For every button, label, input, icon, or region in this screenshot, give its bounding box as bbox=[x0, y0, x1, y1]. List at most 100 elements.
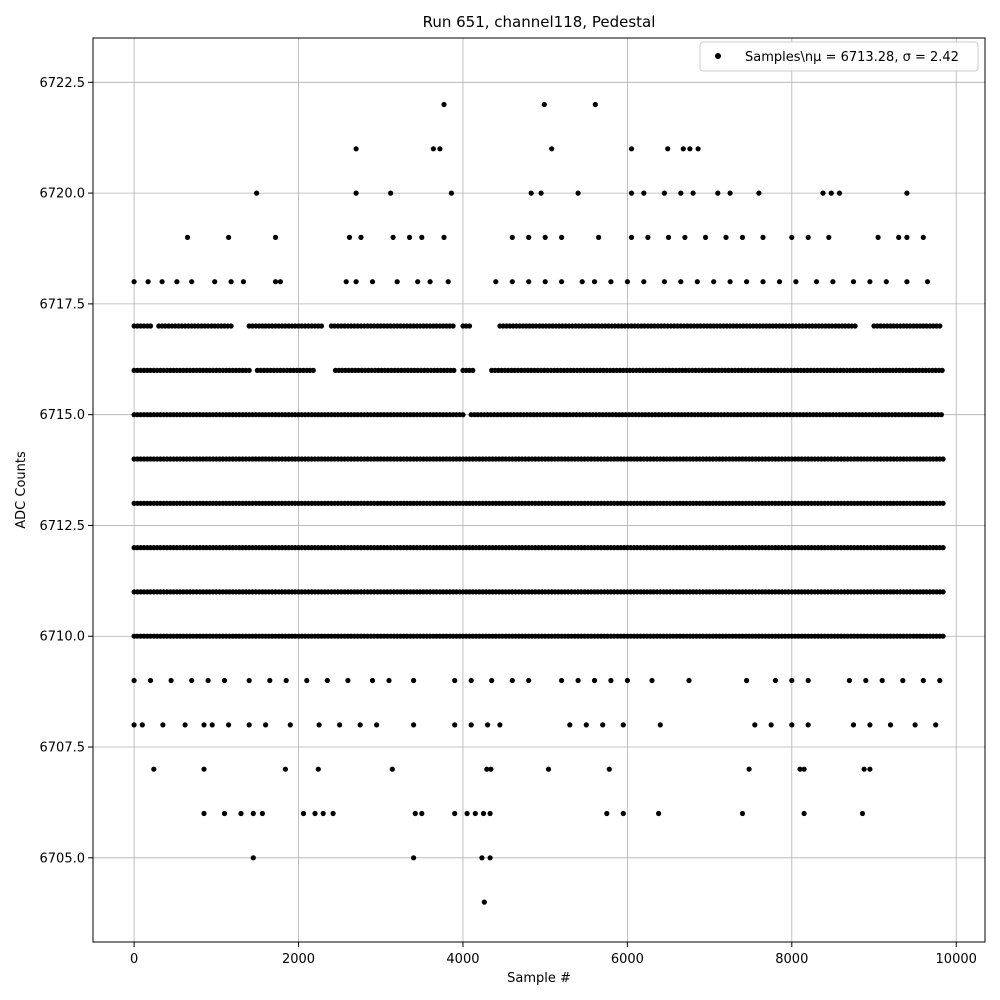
data-point bbox=[272, 279, 279, 285]
data-point bbox=[353, 279, 359, 285]
data-point bbox=[250, 810, 256, 817]
data-point bbox=[320, 810, 326, 817]
data-point bbox=[591, 279, 598, 285]
data-point bbox=[900, 677, 906, 684]
data-point bbox=[541, 101, 547, 108]
x-axis-label: Sample # bbox=[507, 971, 571, 986]
data-point bbox=[624, 279, 631, 285]
data-point bbox=[497, 722, 503, 728]
data-point bbox=[867, 279, 873, 285]
data-point bbox=[159, 279, 165, 285]
data-point bbox=[896, 234, 902, 240]
data-point bbox=[287, 722, 293, 728]
chart-title: Run 651, channel118, Pedestal bbox=[423, 13, 656, 31]
data-point bbox=[488, 766, 494, 772]
x-tick-label: 10000 bbox=[936, 952, 977, 967]
data-point bbox=[789, 722, 795, 728]
data-point bbox=[468, 722, 474, 728]
data-point bbox=[604, 810, 610, 817]
data-point bbox=[801, 766, 807, 772]
data-point bbox=[559, 234, 565, 240]
data-point bbox=[131, 722, 137, 728]
data-point bbox=[246, 367, 252, 373]
data-point bbox=[346, 234, 353, 240]
data-point bbox=[850, 722, 857, 728]
data-point bbox=[201, 810, 207, 817]
data-point bbox=[542, 279, 548, 285]
x-tick-label: 8000 bbox=[775, 952, 808, 967]
data-point bbox=[509, 677, 515, 684]
data-point bbox=[680, 146, 686, 152]
data-point bbox=[694, 279, 700, 285]
data-point bbox=[526, 234, 532, 240]
data-point bbox=[460, 412, 466, 418]
data-point bbox=[620, 810, 626, 817]
data-point bbox=[386, 677, 392, 684]
data-point bbox=[411, 855, 417, 861]
y-tick-label: 6717.5 bbox=[40, 297, 86, 312]
data-point bbox=[863, 677, 869, 684]
data-point bbox=[481, 899, 487, 905]
x-tick-label: 6000 bbox=[611, 952, 644, 967]
data-point bbox=[390, 234, 396, 240]
data-point bbox=[940, 633, 946, 639]
data-point bbox=[940, 545, 946, 551]
data-point bbox=[649, 677, 655, 684]
data-point bbox=[343, 279, 349, 285]
x-axis-ticks: 0 2000 4000 6000 8000 10000 bbox=[130, 942, 977, 967]
data-point bbox=[776, 279, 783, 285]
data-point bbox=[174, 279, 180, 285]
data-point bbox=[579, 279, 585, 285]
data-point bbox=[160, 722, 166, 728]
data-point bbox=[427, 279, 433, 285]
data-point bbox=[830, 279, 836, 285]
data-point bbox=[859, 810, 866, 817]
data-point bbox=[184, 234, 191, 240]
data-point bbox=[479, 855, 485, 861]
data-point bbox=[545, 766, 552, 772]
data-point bbox=[820, 190, 826, 196]
y-tick-label: 6710.0 bbox=[40, 630, 86, 645]
data-point bbox=[212, 279, 218, 285]
data-point bbox=[451, 367, 457, 373]
data-point bbox=[300, 810, 307, 817]
data-point bbox=[912, 722, 918, 728]
y-tick-label: 6707.5 bbox=[40, 741, 86, 756]
data-point bbox=[940, 589, 946, 595]
data-point bbox=[879, 677, 885, 684]
data-point bbox=[430, 146, 436, 152]
data-point bbox=[661, 279, 668, 285]
data-point bbox=[411, 722, 417, 728]
data-point bbox=[867, 722, 873, 728]
data-point bbox=[608, 279, 614, 285]
data-point bbox=[883, 279, 889, 285]
data-point bbox=[867, 766, 873, 772]
data-point bbox=[591, 677, 598, 684]
data-point bbox=[437, 146, 443, 152]
legend-label: Samples\nμ = 6713.28, σ = 2.42 bbox=[745, 50, 959, 65]
data-point bbox=[727, 279, 733, 285]
data-point bbox=[592, 101, 598, 108]
data-point bbox=[238, 810, 244, 817]
data-point bbox=[657, 722, 663, 728]
data-point bbox=[549, 146, 555, 152]
data-point bbox=[226, 722, 232, 728]
data-point bbox=[228, 323, 234, 329]
data-point bbox=[852, 323, 858, 329]
data-point bbox=[760, 234, 766, 240]
data-point bbox=[228, 279, 234, 285]
data-point bbox=[711, 279, 717, 285]
data-point bbox=[487, 810, 493, 817]
data-point bbox=[145, 279, 151, 285]
data-point bbox=[250, 855, 256, 861]
data-point bbox=[240, 279, 246, 285]
data-point bbox=[645, 234, 651, 240]
data-point bbox=[246, 677, 252, 684]
data-point bbox=[828, 190, 834, 196]
data-point bbox=[330, 810, 336, 817]
data-point bbox=[493, 279, 499, 285]
data-point bbox=[940, 456, 946, 462]
data-point bbox=[739, 810, 746, 817]
data-point bbox=[139, 722, 145, 728]
